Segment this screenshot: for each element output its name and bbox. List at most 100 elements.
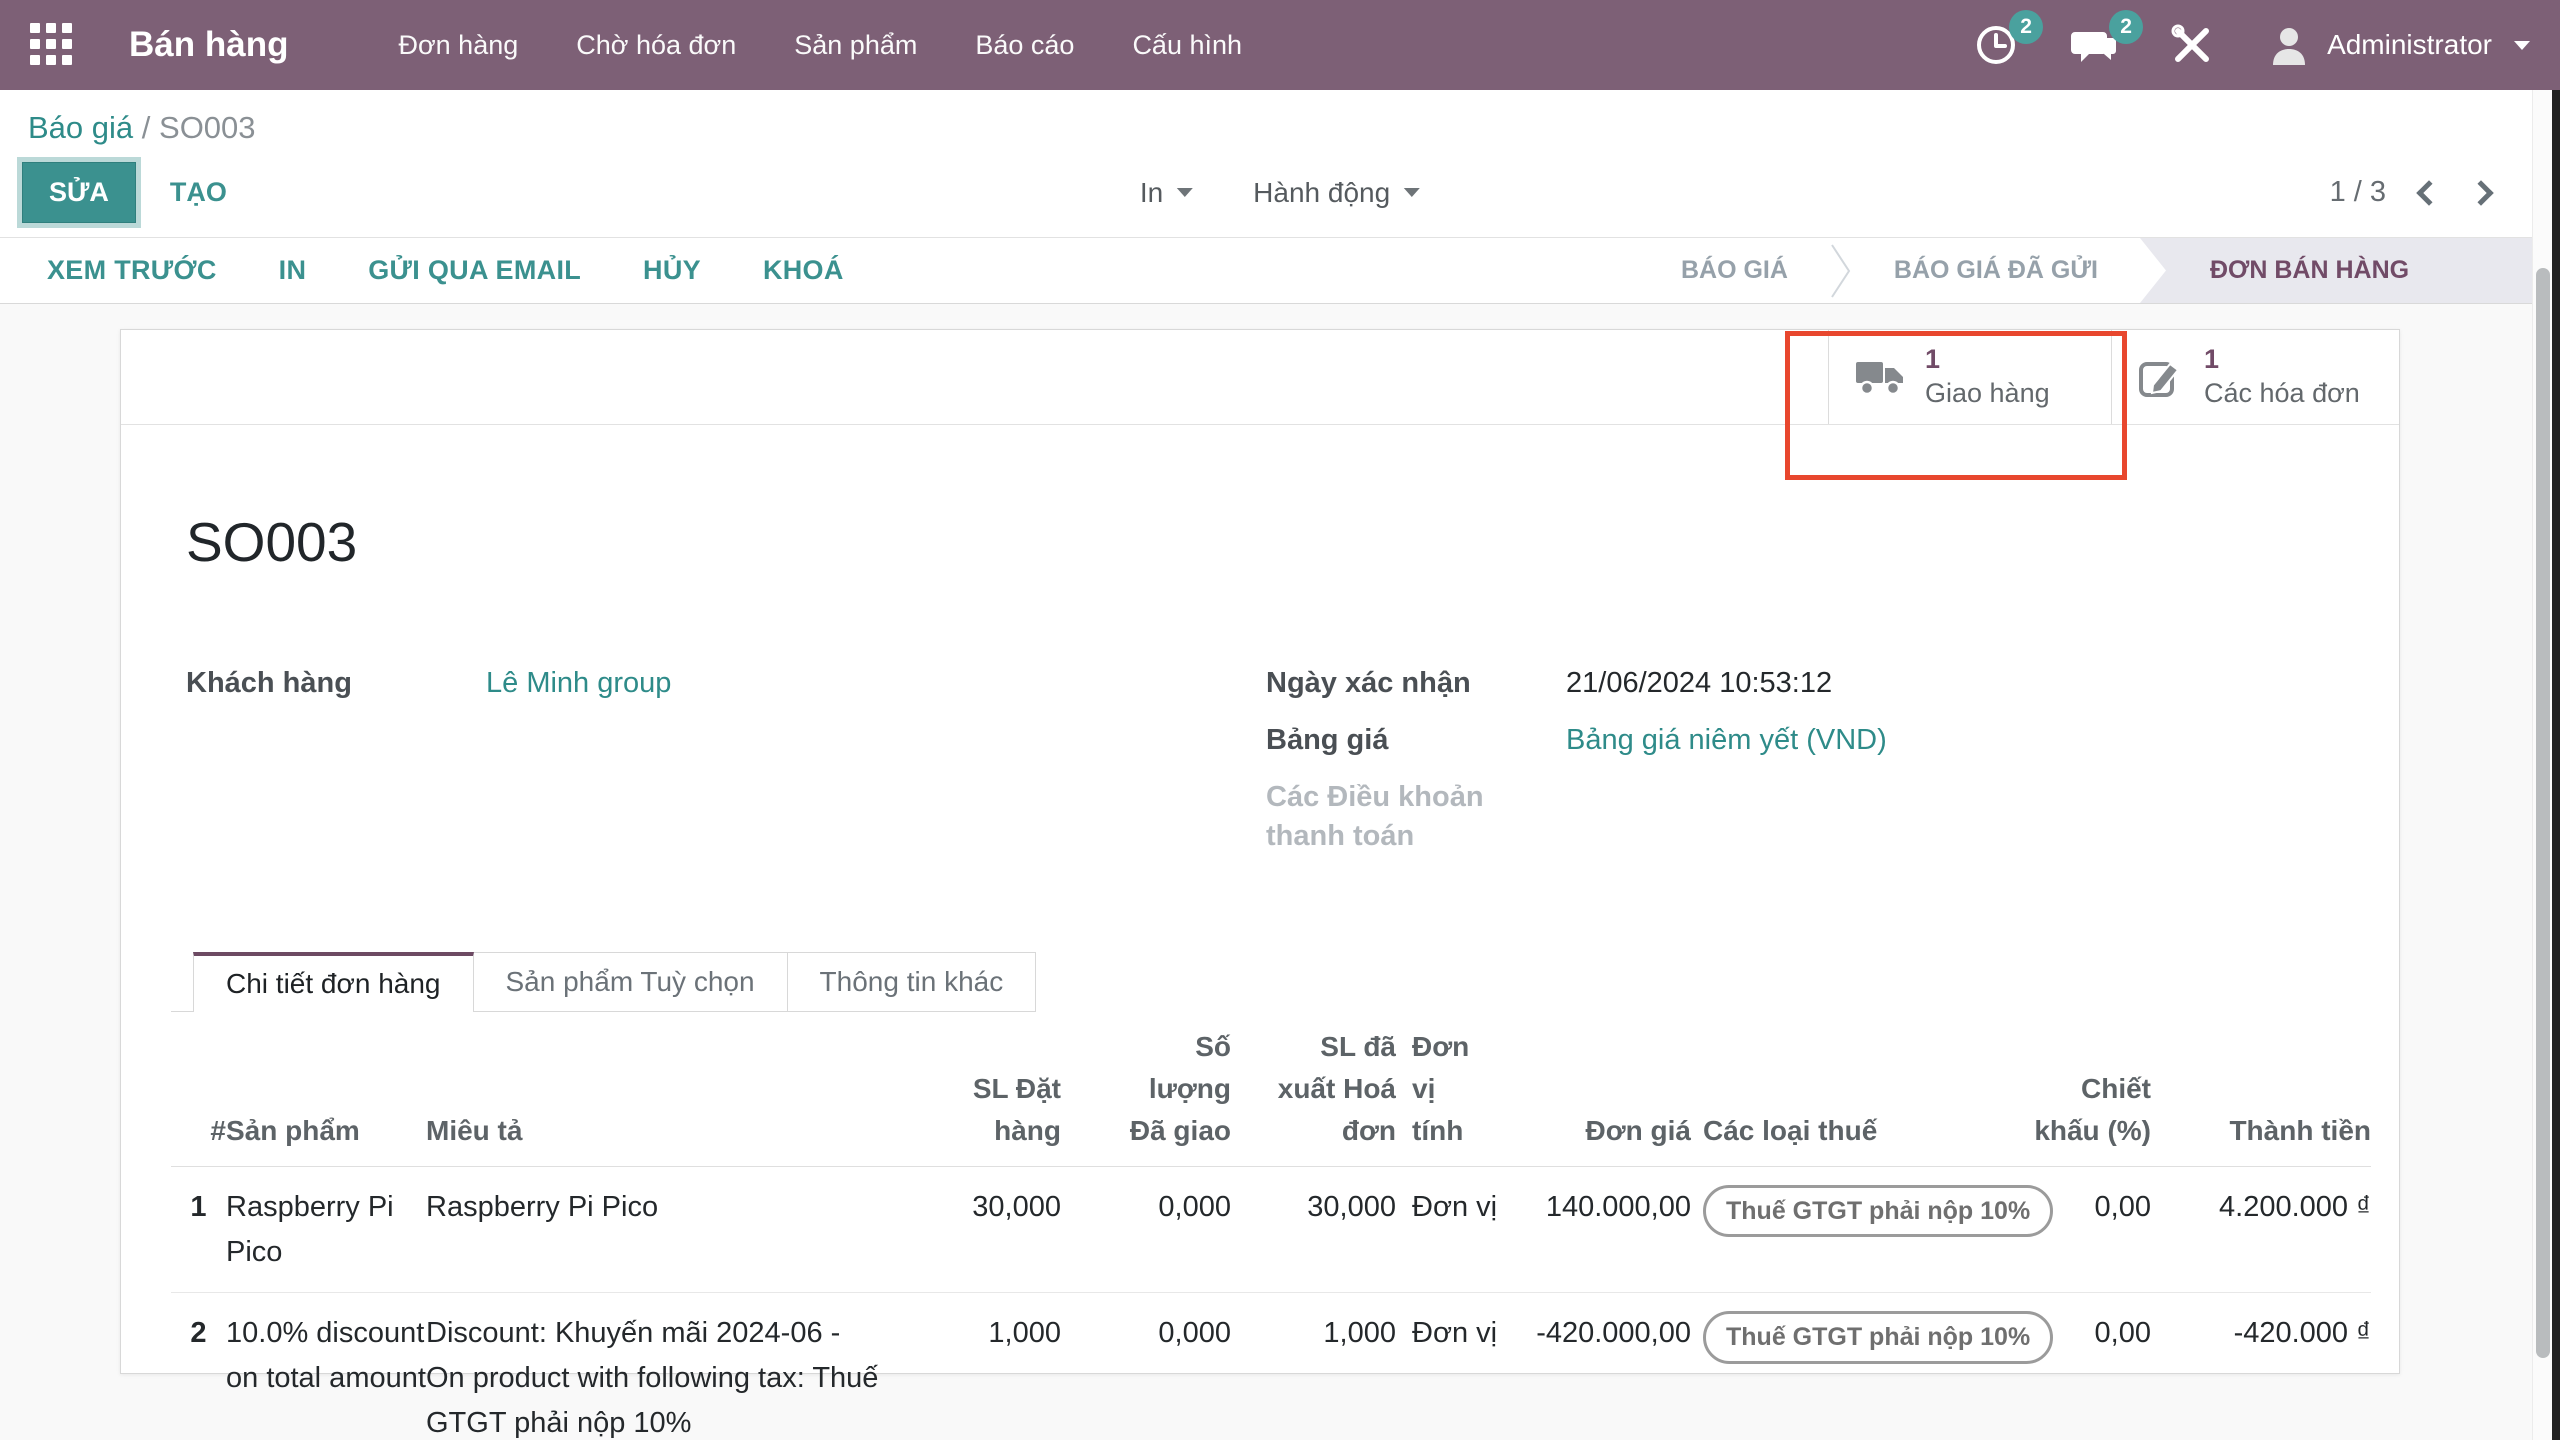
chevron-separator-icon	[1830, 243, 1852, 299]
confirmation-date-value: 21/06/2024 10:53:12	[1566, 667, 1833, 699]
cell-description: Discount: Khuyến mãi 2024-06 - On produc…	[426, 1317, 879, 1440]
order-lines-table: # Sản phẩm Miêu tả SL Đặt hàng Số lượng …	[171, 1026, 2371, 1440]
action-dropdown-label: Hành động	[1253, 176, 1391, 208]
payment-terms-value[interactable]	[1566, 778, 1887, 856]
nav-item-to-invoice[interactable]: Chờ hóa đơn	[576, 29, 737, 60]
vertical-scrollbar[interactable]	[2532, 90, 2552, 1440]
pricelist-value[interactable]: Bảng giá niêm yết (VND)	[1566, 724, 1887, 757]
cell-unit-price: 140.000,00	[1545, 1190, 1691, 1223]
cell-seq: 2	[190, 1317, 207, 1350]
cell-uom: Đơn vị	[1412, 1190, 1498, 1223]
header-qty-ordered: SL Đặt hàng	[972, 1072, 1061, 1146]
header-discount: Chiết khấu (%)	[2034, 1072, 2151, 1146]
edit-button[interactable]: SỬA	[22, 162, 136, 223]
print-dropdown-label: In	[1139, 176, 1164, 208]
customer-value[interactable]: Lê Minh group	[486, 667, 672, 699]
tab-other-info[interactable]: Thông tin khác	[787, 951, 1037, 1012]
cell-unit-price: -420.000,00	[1536, 1317, 1691, 1350]
table-header-row: # Sản phẩm Miêu tả SL Đặt hàng Số lượng …	[171, 1026, 2371, 1167]
tax-badge: Thuế GTGT phải nộp 10%	[1703, 1311, 2054, 1365]
print-button[interactable]: IN	[278, 255, 307, 285]
delivery-count: 1	[1925, 344, 1941, 375]
nav-menu: Đơn hàng Chờ hóa đơn Sản phẩm Báo cáo Cấ…	[398, 30, 1242, 61]
cell-taxes: Thuế GTGT phải nộp 10%	[1691, 1167, 2054, 1293]
order-title: SO003	[186, 511, 358, 573]
header-qty-invoiced: SL đã xuất Hoá đơn	[1277, 1030, 1396, 1146]
activities-button[interactable]: 2	[1975, 10, 2044, 66]
header-seq: #	[210, 1114, 226, 1146]
pager-previous-icon[interactable]	[2416, 179, 2442, 206]
invoice-edit-icon	[2138, 355, 2184, 399]
action-buttons: XEM TRƯỚC IN GỬI QUA EMAIL HỦY KHOÁ	[47, 238, 844, 303]
breadcrumb-separator: /	[141, 110, 151, 145]
smart-button-strip: 1 Giao hàng 1 Các hóa đơn	[121, 330, 2399, 425]
messages-button[interactable]: 2	[2069, 10, 2144, 66]
invoices-smart-button[interactable]: 1 Các hóa đơn	[2111, 330, 2399, 424]
action-dropdown[interactable]: Hành động	[1253, 176, 1421, 209]
tax-badge: Thuế GTGT phải nộp 10%	[1703, 1184, 2054, 1238]
cell-qty-ordered: 30,000	[972, 1190, 1061, 1223]
tools-icon[interactable]	[2169, 22, 2215, 68]
caret-down-icon	[1404, 188, 1421, 197]
app-title[interactable]: Bán hàng	[129, 25, 289, 64]
nav-item-configuration[interactable]: Cấu hình	[1132, 29, 1243, 60]
delivery-smart-button[interactable]: 1 Giao hàng	[1828, 330, 2111, 424]
content-area: 1 Giao hàng 1 Các hóa đơn SO003	[0, 304, 2560, 1439]
header-taxes: Các loại thuế	[1703, 1114, 1878, 1146]
tab-optional-products[interactable]: Sản phẩm Tuỳ chọn	[473, 951, 788, 1012]
apps-grid-icon[interactable]	[30, 23, 74, 67]
table-body: 1 Raspberry Pi Pico Raspberry Pi Pico 30…	[171, 1167, 2371, 1440]
chat-icon	[2069, 24, 2117, 66]
cell-product: Raspberry Pi Pico	[226, 1190, 394, 1268]
breadcrumb-current: SO003	[159, 110, 256, 145]
nav-item-reporting[interactable]: Báo cáo	[975, 29, 1075, 60]
tab-order-lines[interactable]: Chi tiết đơn hàng	[193, 951, 474, 1012]
lock-button[interactable]: KHOÁ	[762, 255, 844, 285]
table-row[interactable]: 2 10.0% discount on total amount Discoun…	[171, 1293, 2371, 1440]
cell-discount: 0,00	[2094, 1190, 2151, 1223]
fields-left: Khách hàng Lê Minh group	[186, 664, 1266, 857]
payment-terms-label: Các Điều khoản thanh toán	[1266, 781, 1484, 853]
pricelist-label: Bảng giá	[1266, 724, 1389, 757]
user-menu[interactable]: Administrator	[2267, 23, 2530, 67]
create-button[interactable]: TẠO	[169, 177, 227, 207]
header-description: Miêu tả	[426, 1114, 523, 1146]
cell-subtotal: -420.000 ₫	[2233, 1317, 2371, 1350]
header-qty-delivered: Số lượng Đã giao	[1129, 1030, 1231, 1146]
table-row[interactable]: 1 Raspberry Pi Pico Raspberry Pi Pico 30…	[171, 1167, 2371, 1294]
messages-badge: 2	[2109, 10, 2144, 44]
delivery-label: Giao hàng	[1925, 378, 2050, 408]
avatar	[2267, 23, 2311, 67]
status-step-sales-order[interactable]: ĐƠN BÁN HÀNG	[2140, 238, 2560, 303]
cancel-button[interactable]: HỦY	[643, 255, 701, 285]
send-email-button[interactable]: GỬI QUA EMAIL	[368, 255, 582, 285]
fields-right: Ngày xác nhận 21/06/2024 10:53:12 Bảng g…	[1266, 664, 1887, 857]
order-fields: Khách hàng Lê Minh group Ngày xác nhận 2…	[186, 664, 2369, 857]
top-navbar: Bán hàng Đơn hàng Chờ hóa đơn Sản phẩm B…	[0, 0, 2560, 90]
caret-down-icon	[2514, 40, 2530, 50]
buttons-row: SỬA TẠO In Hành động 1 / 3	[0, 152, 2560, 237]
notebook-tabs: Chi tiết đơn hàng Sản phẩm Tuỳ chọn Thôn…	[171, 951, 2369, 1012]
cell-taxes: Thuế GTGT phải nộp 10%	[1691, 1293, 2054, 1440]
caret-down-icon	[1177, 188, 1194, 197]
pager-next-icon[interactable]	[2468, 179, 2494, 206]
order-sheet: SO003 Khách hàng Lê Minh group Ngày xác …	[121, 510, 2399, 1440]
cell-qty-delivered: 0,000	[1158, 1190, 1231, 1223]
truck-icon	[1855, 357, 1905, 397]
status-step-quotation[interactable]: BÁO GIÁ	[1680, 256, 1788, 284]
nav-item-orders[interactable]: Đơn hàng	[398, 29, 519, 60]
header-subtotal: Thành tiền	[2229, 1114, 2371, 1146]
preview-button[interactable]: XEM TRƯỚC	[47, 255, 217, 285]
breadcrumb-parent[interactable]: Báo giá	[28, 110, 134, 145]
cell-uom: Đơn vị	[1412, 1317, 1498, 1350]
status-step-quotation-sent[interactable]: BÁO GIÁ ĐÃ GỬI	[1893, 256, 2098, 284]
pager-counter: 1 / 3	[2329, 176, 2386, 208]
activities-badge: 2	[2009, 10, 2044, 44]
invoices-count: 1	[2204, 344, 2220, 375]
cell-qty-delivered: 0,000	[1158, 1317, 1231, 1350]
cell-qty-invoiced: 30,000	[1307, 1190, 1396, 1223]
nav-item-products[interactable]: Sản phẩm	[794, 29, 918, 60]
pager: 1 / 3	[2330, 176, 2530, 209]
scrollbar-thumb[interactable]	[2536, 268, 2550, 1358]
print-dropdown[interactable]: In	[1139, 176, 1194, 209]
